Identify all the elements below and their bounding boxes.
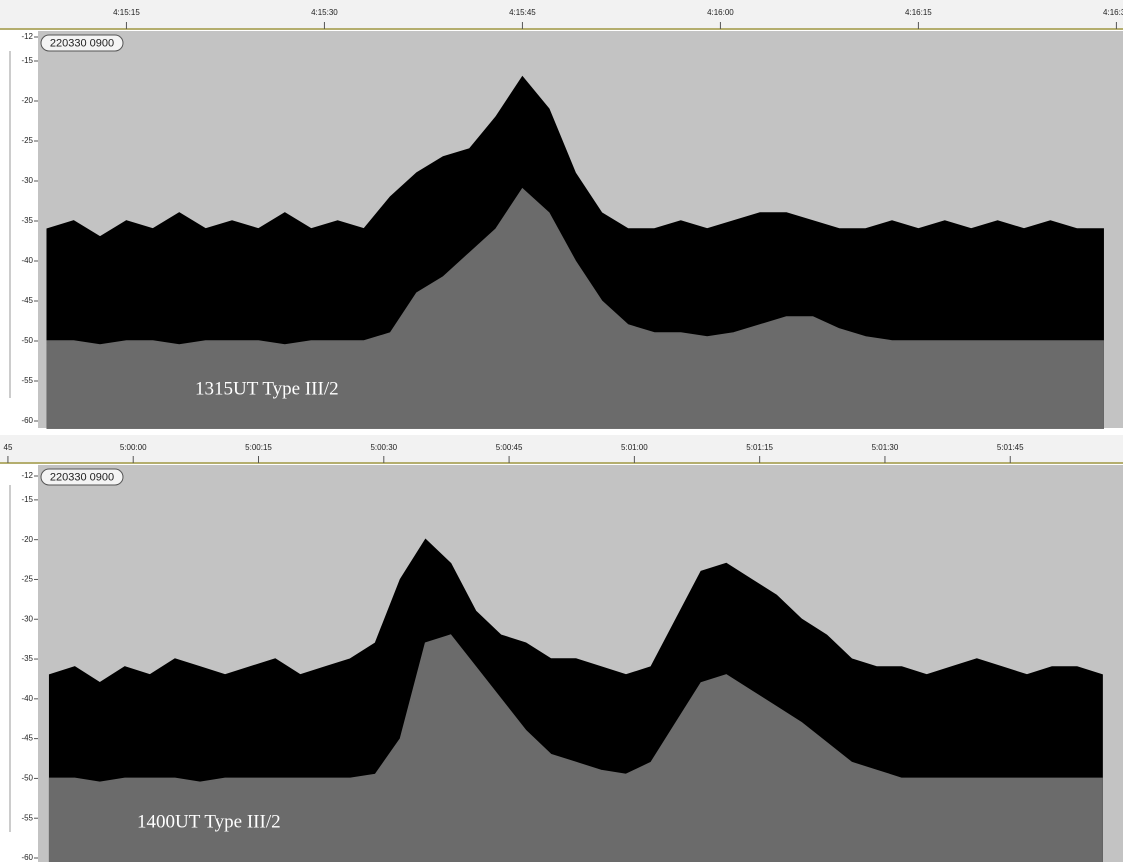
x-tick-label: 4:15:15	[113, 8, 140, 17]
x-tick-label: 5:00:15	[245, 443, 272, 452]
y-tick-label: -55	[21, 376, 33, 385]
track-label-box	[40, 34, 124, 52]
x-tick-label: 4:15:45	[509, 8, 536, 17]
y-tick-label: -60	[21, 853, 33, 862]
y-tick-label: -12	[21, 32, 33, 41]
y-tick-label: -50	[21, 336, 33, 345]
y-tick-label: -45	[21, 734, 33, 743]
signal-area	[46, 187, 1104, 429]
x-tick-label: 5:01:00	[621, 443, 648, 452]
track-label: 220330 0900	[50, 37, 114, 49]
signal-area	[48, 634, 1103, 862]
waveform-panel: 45 5:00:00 5:00:15 5:00:30 5:00:45 5:01:00 5:0…	[0, 435, 1123, 862]
x-tick-label: 45	[4, 443, 13, 452]
x-tick-label: 5:01:45	[997, 443, 1024, 452]
y-tick-label: -20	[21, 535, 33, 544]
y-tick-label: -35	[21, 216, 33, 225]
annotation: 1400UT Type III/2	[137, 811, 281, 832]
y-tick-label: -40	[21, 256, 33, 265]
y-tick-label: -55	[21, 813, 33, 822]
y-tick-label: -25	[21, 575, 33, 584]
track-label: 220330 0900	[50, 471, 114, 483]
y-tick-label: -35	[21, 654, 33, 663]
x-tick-label: 5:00:30	[370, 443, 397, 452]
y-tick-label: -50	[21, 774, 33, 783]
time-ruler	[0, 435, 1123, 463]
x-tick-label: 4:16:15	[905, 8, 932, 17]
x-tick-label: 5:00:45	[496, 443, 523, 452]
x-tick-label: 5:00:00	[120, 443, 147, 452]
y-strip	[0, 31, 38, 428]
x-tick-label: 4:16:30	[1103, 8, 1123, 17]
y-tick-label: -15	[21, 495, 33, 504]
x-tick-label: 4:15:30	[311, 8, 338, 17]
track-label-box	[40, 468, 124, 486]
y-tick-label: -15	[21, 56, 33, 65]
y-tick-label: -20	[21, 96, 33, 105]
waveform-panel: 4:15:15 4:15:30 4:15:45 4:16:00 4:16:15 4:16:…	[0, 0, 1123, 429]
time-ruler	[0, 0, 1123, 29]
x-tick-label: 4:16:00	[707, 8, 734, 17]
y-strip	[0, 465, 38, 862]
x-tick-label: 5:01:30	[872, 443, 899, 452]
y-tick-label: -30	[21, 614, 33, 623]
y-tick-label: -40	[21, 694, 33, 703]
y-tick-label: -60	[21, 416, 33, 425]
y-tick-label: -30	[21, 176, 33, 185]
x-tick-label: 5:01:15	[746, 443, 773, 452]
y-tick-label: -45	[21, 296, 33, 305]
y-tick-label: -12	[21, 471, 33, 480]
annotation: 1315UT Type III/2	[195, 378, 339, 399]
y-tick-label: -25	[21, 136, 33, 145]
